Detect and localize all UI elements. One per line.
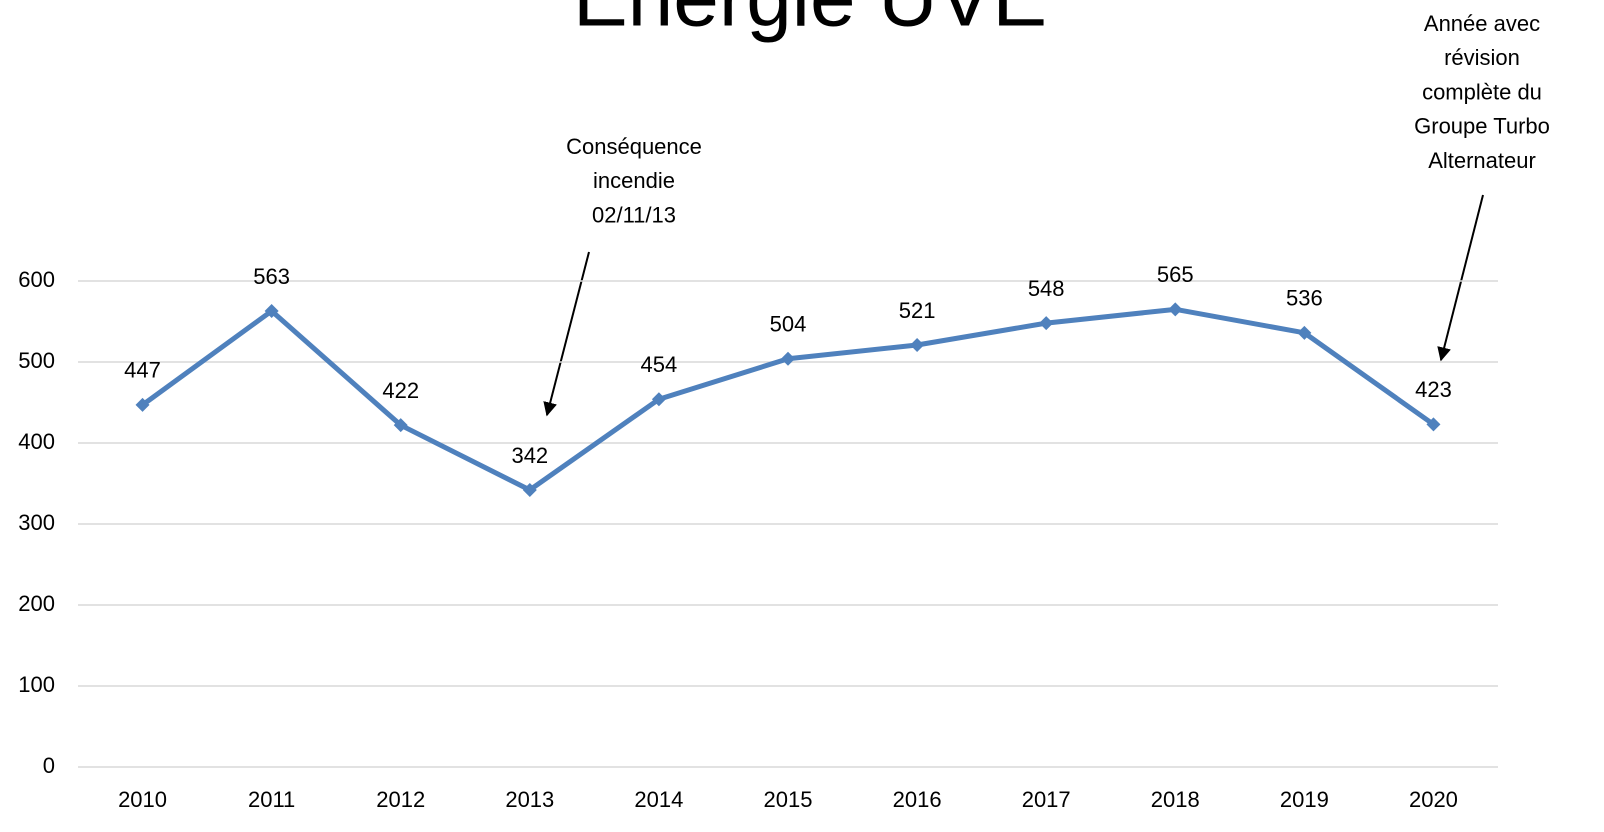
y-tick-label: 500	[18, 348, 55, 373]
x-tick-label: 2018	[1151, 787, 1200, 812]
point-marker	[393, 418, 408, 433]
y-tick-label: 0	[43, 753, 55, 778]
annotation-text: incendie	[593, 168, 675, 193]
x-tick-label: 2011	[248, 787, 295, 812]
y-tick-label: 200	[18, 591, 55, 616]
data-label: 342	[511, 443, 548, 468]
point-marker	[1297, 325, 1312, 340]
data-label: 422	[382, 378, 419, 403]
point-marker	[264, 303, 279, 318]
data-label: 454	[641, 352, 678, 377]
data-label: 423	[1415, 377, 1452, 402]
point-marker	[651, 392, 666, 407]
point-marker	[1039, 316, 1054, 331]
x-tick-label: 2010	[118, 787, 167, 812]
annotation-text: Année avec	[1424, 11, 1540, 36]
x-tick-label: 2016	[893, 787, 942, 812]
data-label: 565	[1157, 262, 1194, 287]
point-marker	[1168, 302, 1183, 317]
data-label: 504	[770, 312, 807, 337]
annotation-text: Alternateur	[1428, 148, 1536, 173]
y-tick-label: 600	[18, 267, 55, 292]
x-tick-label: 2017	[1022, 787, 1071, 812]
point-marker	[1426, 417, 1441, 432]
annotation-arrow	[543, 251, 590, 417]
x-tick-label: 2015	[764, 787, 813, 812]
y-tick-label: 300	[18, 510, 55, 535]
data-label: 536	[1286, 286, 1323, 311]
point-marker	[781, 351, 795, 366]
y-tick-label: 400	[18, 429, 55, 454]
x-tick-label: 2013	[505, 787, 554, 812]
annotation-text: Groupe Turbo	[1414, 114, 1550, 139]
chart-title: Energie UVE	[573, 0, 1047, 44]
annotation-text: complète du	[1422, 79, 1542, 104]
data-label: 563	[253, 264, 290, 289]
point-marker	[135, 397, 150, 412]
x-tick-label: 2020	[1409, 787, 1458, 812]
point-marker	[910, 337, 925, 352]
annotation-text: Conséquence	[566, 134, 702, 159]
y-tick-label: 100	[18, 672, 55, 697]
data-label: 548	[1028, 276, 1065, 301]
annotation-text: 02/11/13	[592, 202, 676, 227]
data-label: 521	[899, 298, 936, 323]
annotation-arrow	[1437, 194, 1484, 362]
x-tick-label: 2019	[1280, 787, 1329, 812]
data-label: 447	[124, 358, 161, 383]
x-tick-label: 2014	[634, 787, 683, 812]
point-marker	[522, 482, 537, 497]
annotation-text: révision	[1444, 45, 1520, 70]
x-tick-label: 2012	[376, 787, 425, 812]
